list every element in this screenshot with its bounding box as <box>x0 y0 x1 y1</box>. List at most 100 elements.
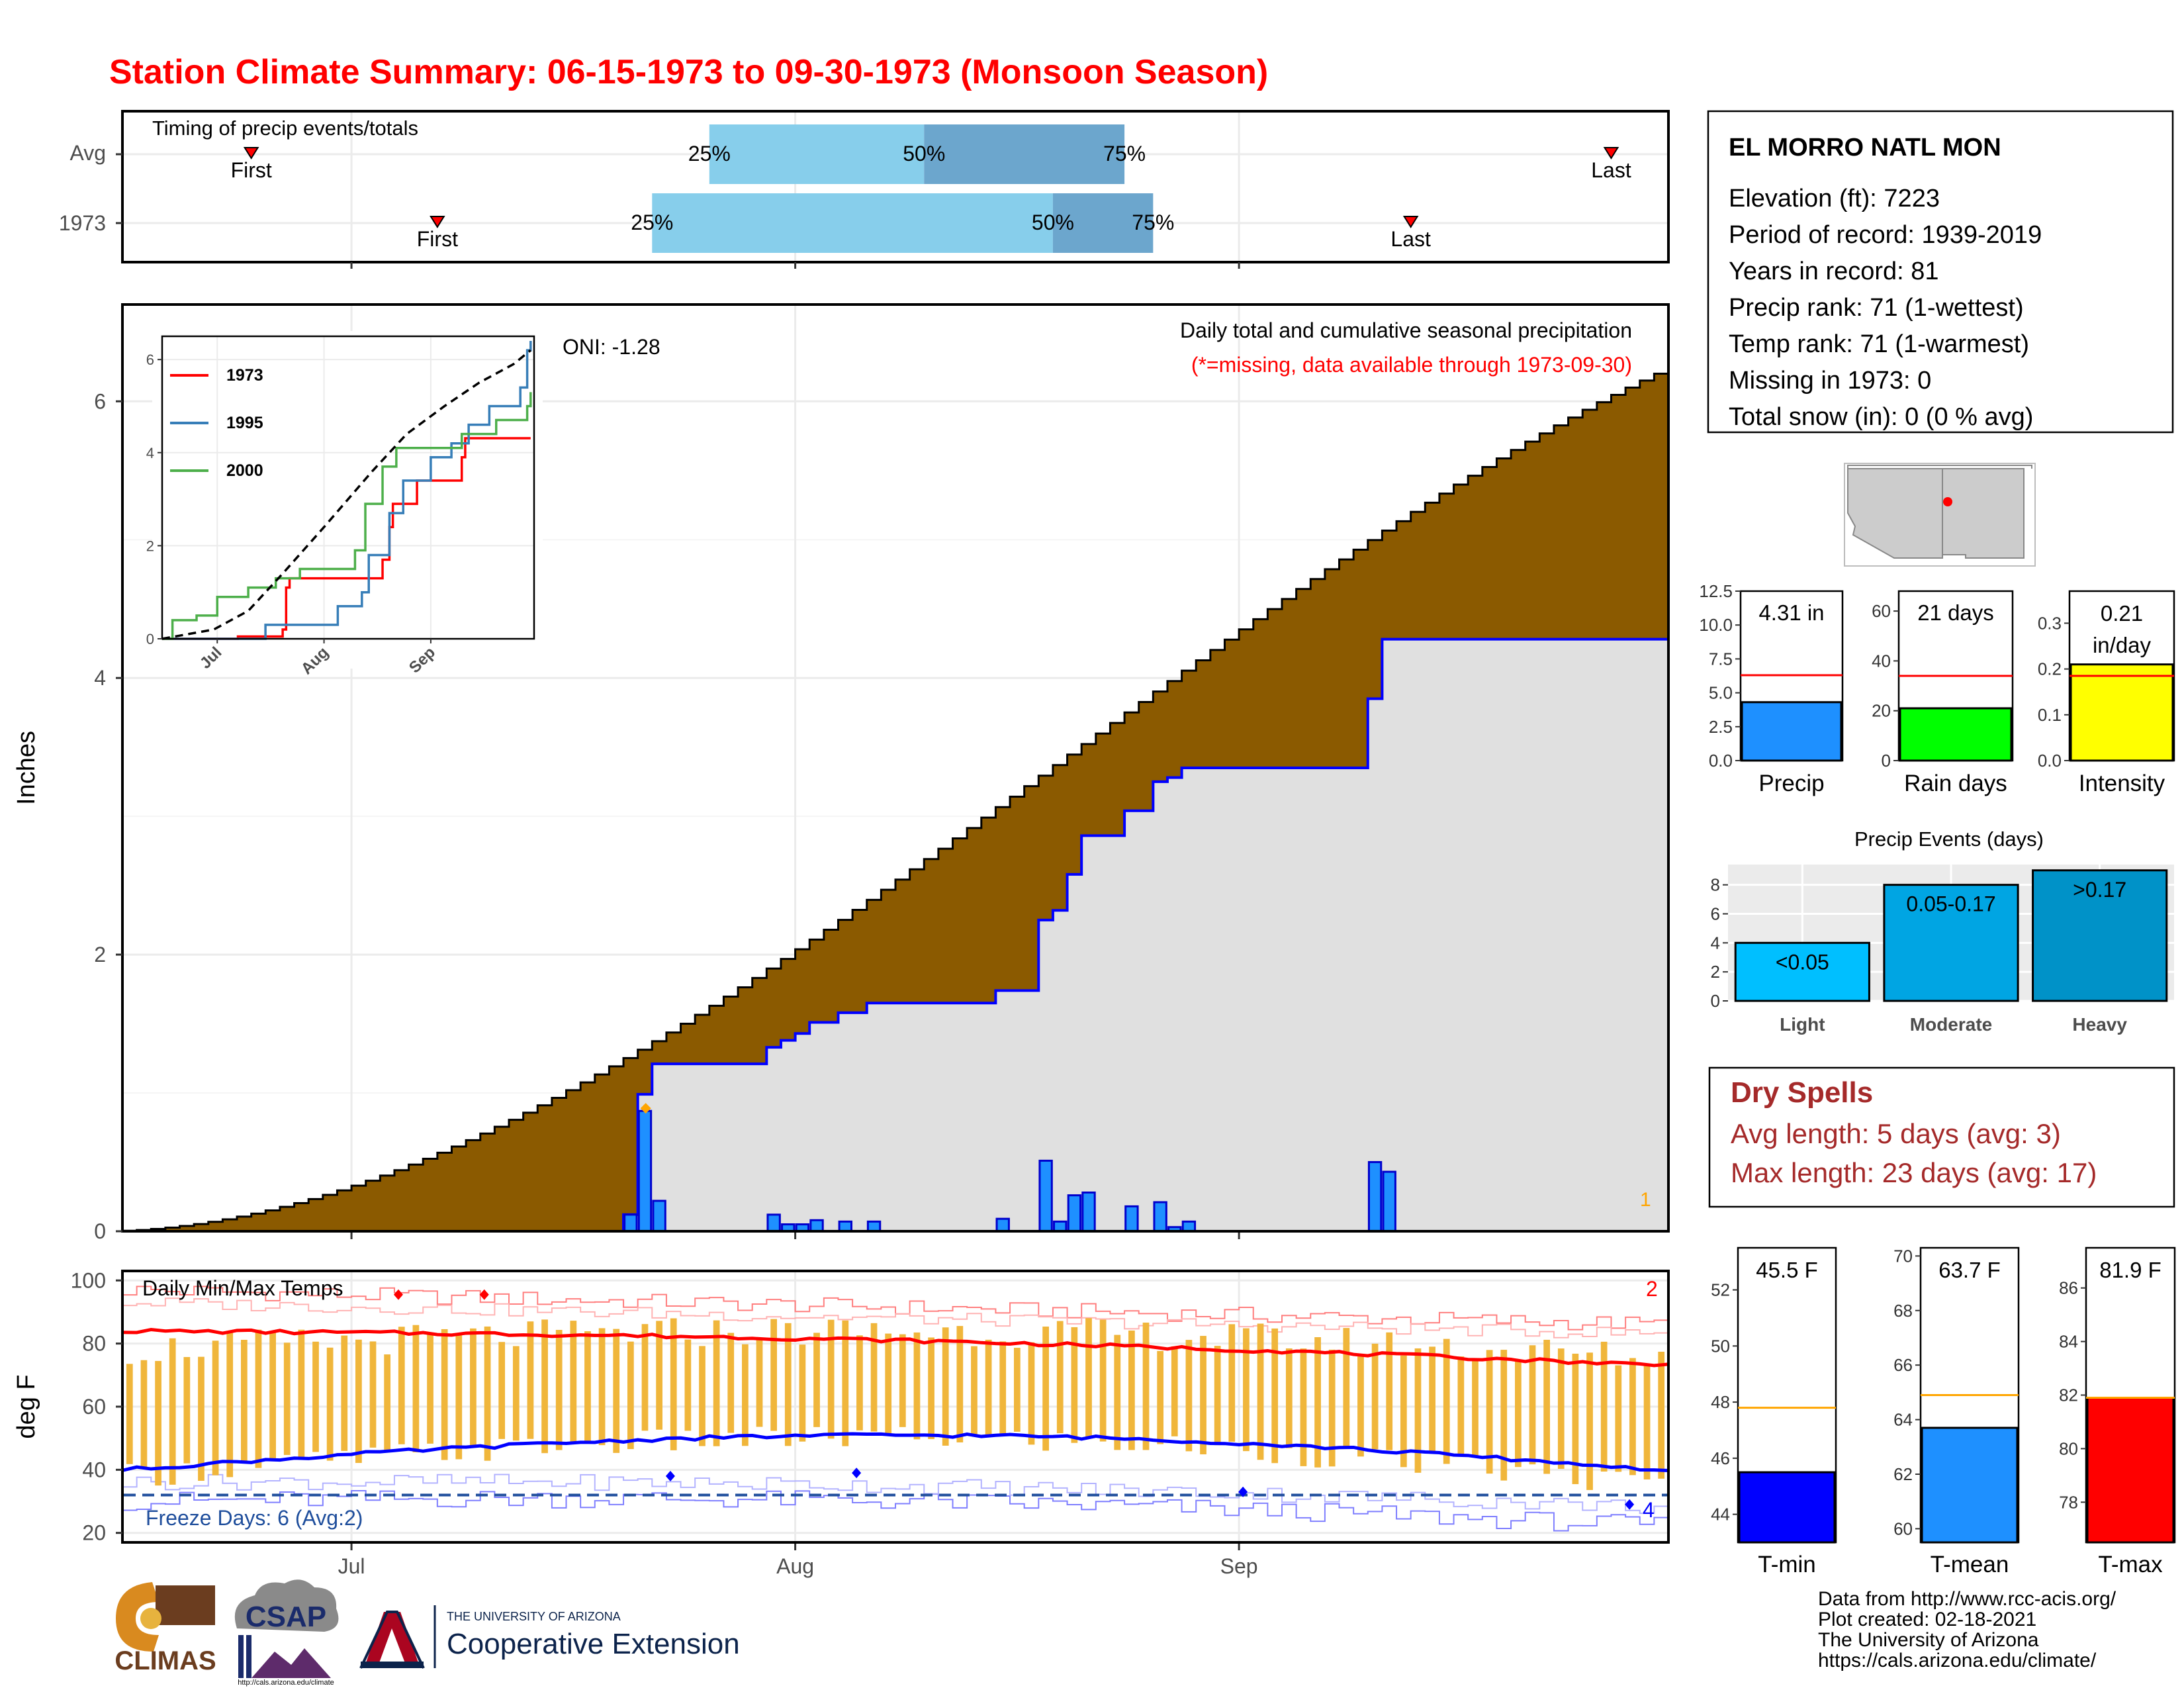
temp-summary-value-bar <box>2086 1397 2175 1544</box>
station-line-precip-rank: Precip rank: 71 (1-wettest) <box>1729 294 2024 322</box>
summary-bar-y-tick-label: 0.3 <box>2038 613 2062 633</box>
precip-events-bar <box>1883 884 2019 1002</box>
daily-temp-bar <box>985 1339 992 1436</box>
record-high-line <box>122 1286 1668 1331</box>
summary-bar-value <box>2070 663 2174 762</box>
daily-precip-bar <box>995 1217 1010 1233</box>
daily-temp-bar <box>1615 1365 1622 1472</box>
temp-y-tick-label: 100 <box>71 1268 106 1292</box>
station-name: EL MORRO NATL MON <box>1729 134 2001 162</box>
timing-last-label: Last <box>1591 158 1631 182</box>
timing-q25-label: 25% <box>631 211 673 234</box>
temp-y-tick-label: 40 <box>82 1458 106 1481</box>
daily-temp-bar <box>1515 1360 1522 1468</box>
daily-temp-bar <box>584 1331 591 1443</box>
daily-temp-bar <box>1114 1335 1121 1450</box>
daily-temp-bar <box>1071 1327 1078 1443</box>
temp-summary-y-tick-label: 86 <box>2059 1278 2078 1298</box>
temp-summary-label: T-min <box>1758 1552 1816 1577</box>
timing-bar-q25-q50 <box>709 124 925 184</box>
summary-bar-chart-1: 0.0 2.5 5.0 7.5 10.0 12.5 4.31 in Precip <box>1699 581 1844 796</box>
daily-temp-bar <box>1386 1332 1393 1450</box>
daily-temp-bar <box>856 1335 863 1430</box>
temp-summary-y-tick-label: 78 <box>2059 1492 2078 1512</box>
avg-max-temp-line <box>122 1328 1669 1368</box>
summary-bar-y-tick-label: 7.5 <box>1709 649 1733 669</box>
temp-summary-y-tick-label: 50 <box>1711 1336 1730 1356</box>
temp-summary-y-tick-label: 62 <box>1893 1464 1913 1484</box>
summary-bar-y-tick-label: 0.0 <box>1709 751 1733 771</box>
temp-summary-y-tick-label: 80 <box>2059 1438 2078 1458</box>
summary-bar-y-tick-label: 20 <box>1872 701 1891 721</box>
summary-bar-value-unit: in/day <box>2093 633 2152 657</box>
footer-line-created: Plot created: 02-18-2021 <box>1818 1609 2036 1630</box>
daily-precip-bar <box>1367 1161 1383 1233</box>
precip-events-y-tick-label: 4 <box>1711 933 1720 953</box>
daily-temp-bar <box>183 1357 191 1464</box>
summary-bar-label: Rain days <box>1904 771 2007 796</box>
daily-temp-bar <box>1357 1356 1364 1457</box>
summary-bar-label: Intensity <box>2079 771 2165 796</box>
daily-temp-bar <box>870 1323 878 1432</box>
inset-y-tick-label: 6 <box>146 352 154 368</box>
timing-bar-q50-q75 <box>1052 193 1154 253</box>
daily-temp-bar <box>269 1332 276 1459</box>
precip-events-bar <box>2032 869 2168 1002</box>
daily-temp-bar <box>1013 1348 1021 1432</box>
daily-temp-bar <box>1457 1356 1465 1456</box>
daily-temp-bar <box>1314 1337 1321 1468</box>
record-temp-marker <box>1238 1486 1248 1497</box>
temp-summary-y-tick-label: 44 <box>1711 1505 1730 1524</box>
temp-summary-y-tick-label: 48 <box>1711 1392 1730 1412</box>
daily-temp-bar <box>369 1341 377 1448</box>
precip-events-y-tick-label: 8 <box>1711 875 1720 895</box>
daily-temp-bar <box>842 1320 849 1446</box>
temp-x-tick-label: Jul <box>338 1554 365 1578</box>
daily-temp-bar <box>1529 1345 1536 1465</box>
daily-precip-bar <box>809 1219 824 1233</box>
precip-ylabel: Inches <box>13 731 40 805</box>
inset-series-line-1973 <box>162 437 531 640</box>
precip-events-range-label: >0.17 <box>2073 878 2126 902</box>
temp-ylabel: deg F <box>13 1374 40 1438</box>
precip-events-y-tick-label: 6 <box>1711 904 1720 924</box>
daily-temp-bar <box>1257 1323 1264 1460</box>
daily-temp-bar <box>1429 1346 1435 1452</box>
precip-events-category-label: Heavy <box>2072 1014 2127 1035</box>
record-temp-marker <box>393 1289 403 1300</box>
freeze-days-text: Freeze Days: 6 (Avg:2) <box>146 1506 363 1530</box>
precip-events-y-tick-label: 2 <box>1711 962 1720 982</box>
daily-temp-bar <box>255 1329 262 1468</box>
summary-bar-y-tick-label: 12.5 <box>1699 581 1733 601</box>
summary-bar-chart-2: 0 20 40 60 21 days Rain days <box>1872 590 2014 796</box>
daily-temp-bar <box>441 1329 448 1460</box>
precip-y-tick-label: 4 <box>94 666 106 690</box>
daily-temp-bar <box>240 1340 248 1463</box>
daily-temp-bar <box>670 1318 677 1450</box>
station-line-missing: Missing in 1973: 0 <box>1729 367 1931 395</box>
ua-logo: THE UNIVERSITY OF ARIZONA Cooperative Ex… <box>359 1605 740 1669</box>
timing-bar-q50-q75 <box>924 124 1125 184</box>
station-line-years: Years in record: 81 <box>1729 258 1939 285</box>
record-temp-marker <box>1625 1499 1635 1510</box>
daily-temp-bar <box>1056 1321 1064 1434</box>
daily-temp-bar <box>470 1328 477 1448</box>
daily-precip-bar <box>1124 1205 1139 1233</box>
timing-event-marker <box>1603 147 1619 160</box>
daily-temp-bar <box>827 1319 835 1439</box>
temp-summary-y-tick-label: 68 <box>1893 1301 1913 1321</box>
daily-temp-bar <box>1042 1326 1049 1451</box>
daily-temp-bar <box>512 1346 520 1441</box>
record-temp-marker <box>479 1289 489 1300</box>
daily-temp-bar <box>813 1333 820 1427</box>
summary-bar-value-label: 0.21 <box>2101 601 2143 626</box>
daily-temp-bar <box>1486 1350 1493 1474</box>
summary-bar-y-tick-label: 0.2 <box>2038 659 2062 679</box>
temp-summary-y-tick-label: 84 <box>2059 1332 2078 1352</box>
csap-logo: CSAP http://cals.arizona.edu/climate <box>234 1579 339 1687</box>
station-line-elevation: Elevation (ft): 7223 <box>1729 185 1940 212</box>
timing-first-label: First <box>417 227 458 251</box>
daily-temp-bar <box>398 1327 405 1444</box>
avg-min-temp-line <box>122 1432 1669 1473</box>
daily-temp-bar <box>742 1344 749 1446</box>
